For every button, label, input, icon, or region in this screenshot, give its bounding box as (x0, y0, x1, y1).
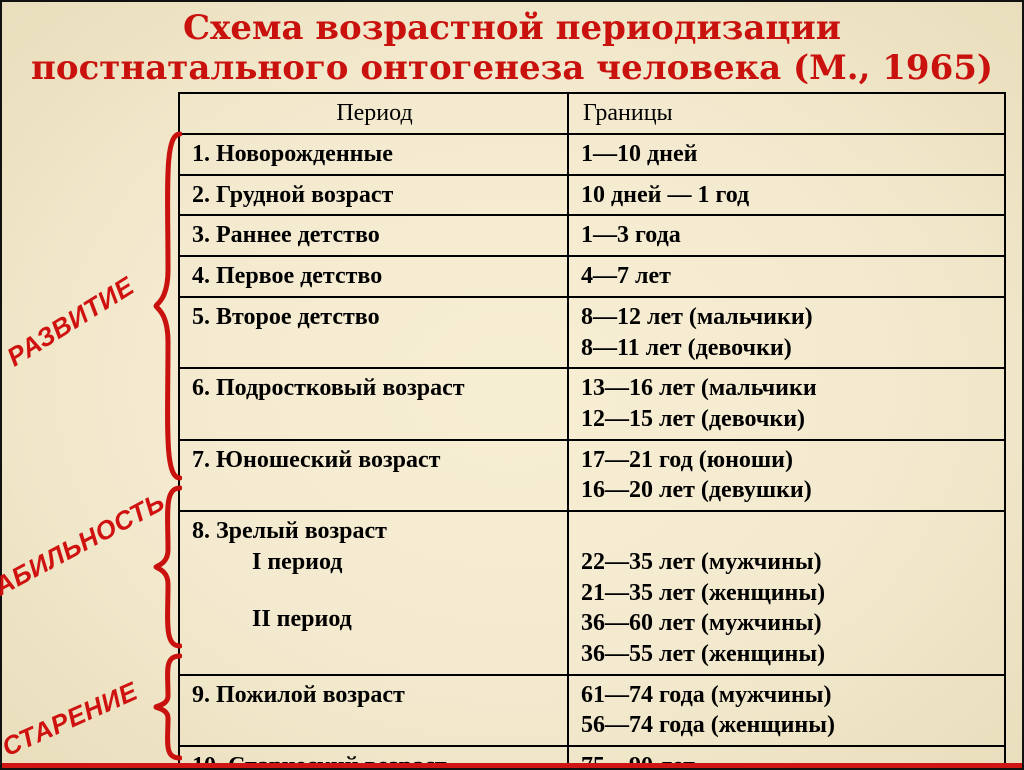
bracket-aging (152, 652, 182, 767)
category-sidebar: РАЗВИТИЕ СТАБИЛЬНОСТЬ СТАРЕНИЕ (0, 92, 178, 768)
category-label-development: РАЗВИТИЕ (2, 271, 140, 373)
bracket-development (152, 130, 182, 487)
category-label-aging: СТАРЕНИЕ (0, 676, 142, 763)
category-label-stability: СТАБИЛЬНОСТЬ (0, 487, 170, 619)
